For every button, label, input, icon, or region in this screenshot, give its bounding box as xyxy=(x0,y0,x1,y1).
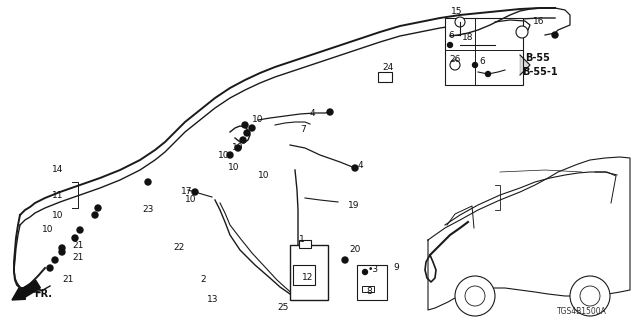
Circle shape xyxy=(352,165,358,171)
Circle shape xyxy=(52,257,58,263)
Text: 7: 7 xyxy=(300,125,306,134)
Bar xyxy=(445,18,523,85)
Text: 10: 10 xyxy=(218,150,230,159)
Polygon shape xyxy=(520,55,530,75)
Text: 23: 23 xyxy=(142,205,154,214)
Text: TGS4B1500A: TGS4B1500A xyxy=(557,308,607,316)
Text: 10: 10 xyxy=(252,116,264,124)
Circle shape xyxy=(580,286,600,306)
Text: 19: 19 xyxy=(348,201,360,210)
Text: 13: 13 xyxy=(207,295,218,305)
Text: •3: •3 xyxy=(368,266,379,275)
Text: FR.: FR. xyxy=(34,289,52,299)
Circle shape xyxy=(77,227,83,233)
Text: 12: 12 xyxy=(302,274,314,283)
Text: 17: 17 xyxy=(181,188,193,196)
Text: 21: 21 xyxy=(62,276,74,284)
Circle shape xyxy=(59,249,65,255)
Bar xyxy=(299,240,311,248)
Text: 10: 10 xyxy=(185,196,196,204)
Circle shape xyxy=(244,130,250,136)
Text: 21: 21 xyxy=(72,242,83,251)
Circle shape xyxy=(249,125,255,131)
Text: 16: 16 xyxy=(533,18,545,27)
Text: 6: 6 xyxy=(448,30,454,39)
Text: 20: 20 xyxy=(349,245,360,254)
Circle shape xyxy=(192,189,198,195)
Text: 18: 18 xyxy=(462,34,474,43)
Circle shape xyxy=(59,245,65,251)
Circle shape xyxy=(472,62,477,68)
Bar xyxy=(293,265,315,285)
Text: 11: 11 xyxy=(52,191,63,201)
Circle shape xyxy=(455,17,465,27)
Text: 10: 10 xyxy=(258,171,269,180)
Text: 10: 10 xyxy=(232,142,243,151)
Text: 10: 10 xyxy=(52,212,63,220)
Text: 15: 15 xyxy=(451,7,463,17)
Text: 10: 10 xyxy=(42,226,54,235)
Text: 21: 21 xyxy=(72,253,83,262)
Circle shape xyxy=(552,32,558,38)
Circle shape xyxy=(516,26,528,38)
Text: 14: 14 xyxy=(52,165,63,174)
Text: 4: 4 xyxy=(358,161,364,170)
Text: 8: 8 xyxy=(366,287,372,297)
Circle shape xyxy=(362,269,367,275)
Circle shape xyxy=(570,276,610,316)
Bar xyxy=(378,72,392,82)
Text: 25: 25 xyxy=(277,303,289,313)
Text: 4: 4 xyxy=(310,108,316,117)
Circle shape xyxy=(72,235,78,241)
Circle shape xyxy=(240,137,246,143)
Bar xyxy=(357,265,387,300)
Circle shape xyxy=(327,109,333,115)
Text: 9: 9 xyxy=(393,262,399,271)
FancyArrow shape xyxy=(12,280,40,300)
Bar xyxy=(362,286,374,292)
Text: B-55-1: B-55-1 xyxy=(522,67,557,77)
Circle shape xyxy=(235,145,241,151)
Circle shape xyxy=(242,122,248,128)
Circle shape xyxy=(465,286,485,306)
Text: 6: 6 xyxy=(479,58,484,67)
Text: 26: 26 xyxy=(449,55,460,65)
Text: 22: 22 xyxy=(173,244,184,252)
Circle shape xyxy=(342,257,348,263)
Text: 1: 1 xyxy=(299,236,305,244)
Text: 2: 2 xyxy=(200,276,205,284)
Circle shape xyxy=(486,71,490,76)
Circle shape xyxy=(95,205,101,211)
Circle shape xyxy=(145,179,151,185)
Circle shape xyxy=(450,60,460,70)
Bar xyxy=(290,245,328,300)
Text: 10: 10 xyxy=(228,164,239,172)
Circle shape xyxy=(92,212,98,218)
Text: 24: 24 xyxy=(382,63,393,73)
Circle shape xyxy=(227,152,233,158)
Text: B-55: B-55 xyxy=(525,53,550,63)
Circle shape xyxy=(455,276,495,316)
Circle shape xyxy=(447,43,452,47)
Circle shape xyxy=(47,265,53,271)
